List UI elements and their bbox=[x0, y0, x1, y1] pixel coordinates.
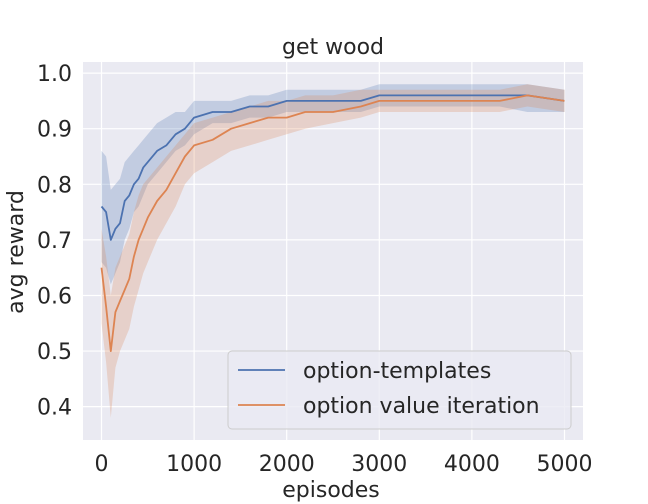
confidence-band-series-0 bbox=[101, 84, 565, 285]
y-axis-label: avg reward bbox=[4, 190, 29, 314]
y-tick-label: 0.5 bbox=[37, 340, 72, 365]
legend-box bbox=[227, 350, 572, 430]
x-tick-label: 0 bbox=[95, 452, 109, 477]
y-tick-label: 0.9 bbox=[37, 118, 72, 143]
x-tick-label: 3000 bbox=[351, 452, 407, 477]
x-tick-label: 2000 bbox=[259, 452, 315, 477]
grid-lines bbox=[83, 62, 583, 440]
confidence-bands bbox=[101, 84, 565, 418]
x-axis-label: episodes bbox=[282, 478, 380, 503]
chart-title: get wood bbox=[282, 35, 384, 60]
x-tick-label: 4000 bbox=[444, 452, 500, 477]
series-lines bbox=[100, 94, 565, 353]
legend: option-templates option value iteration bbox=[227, 350, 572, 430]
x-tick-label: 5000 bbox=[536, 452, 592, 477]
y-tick-label: 0.7 bbox=[37, 229, 72, 254]
series-line-1 bbox=[100, 94, 565, 353]
y-tick-labels: 0.4 0.5 0.6 0.7 0.8 0.9 1.0 bbox=[37, 62, 72, 421]
x-tick-label: 1000 bbox=[166, 452, 222, 477]
y-tick-label: 0.4 bbox=[37, 396, 72, 421]
y-tick-label: 0.6 bbox=[37, 284, 72, 309]
legend-label-option-templates: option-templates bbox=[303, 359, 491, 384]
series-line-0 bbox=[100, 94, 565, 241]
legend-label-option-value-iteration: option value iteration bbox=[303, 394, 540, 419]
y-tick-label: 1.0 bbox=[37, 62, 72, 87]
x-tick-labels: 0 1000 2000 3000 4000 5000 bbox=[95, 452, 593, 477]
y-tick-label: 0.8 bbox=[37, 173, 72, 198]
